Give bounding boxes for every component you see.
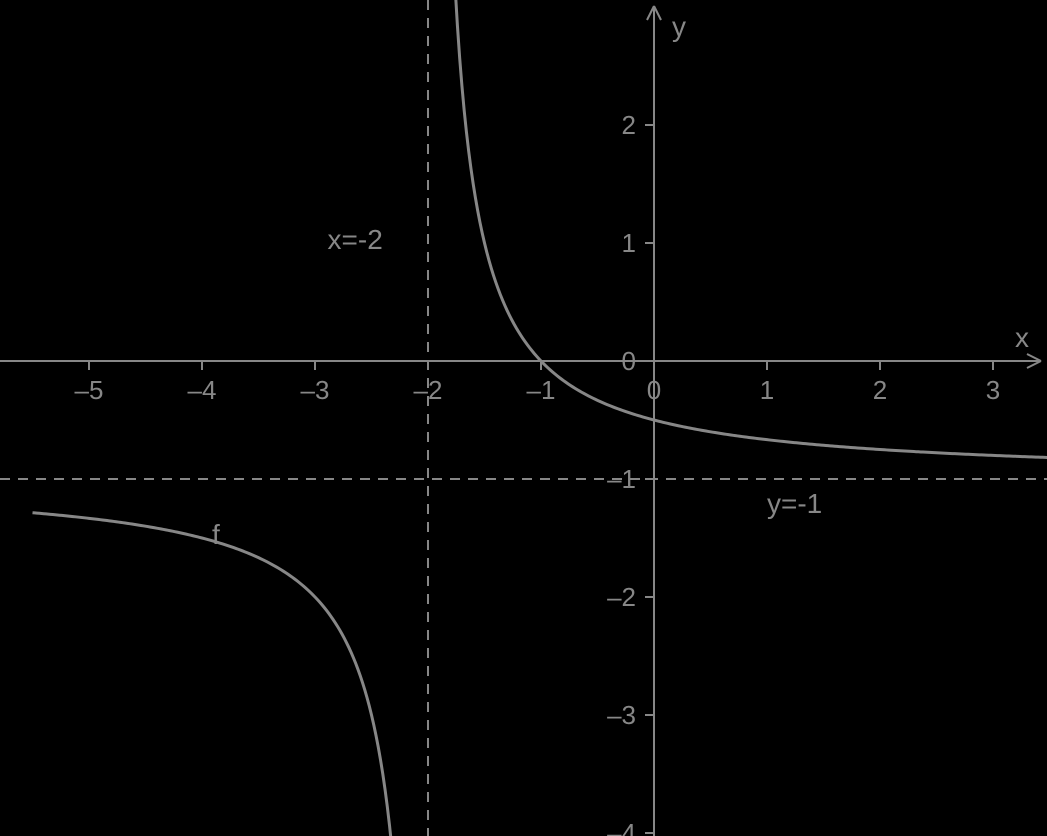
plot-background — [0, 0, 1047, 836]
y-axis-label: y — [672, 11, 686, 42]
x-tick-label: –4 — [188, 375, 217, 405]
curve-label: f — [212, 519, 220, 550]
x-tick-label: –5 — [75, 375, 104, 405]
x-tick-label: –1 — [527, 375, 556, 405]
x-tick-label: 1 — [760, 375, 774, 405]
horizontal-asymptote-label: y=-1 — [767, 488, 822, 519]
y-tick-label: –2 — [607, 582, 636, 612]
y-tick-label: –1 — [607, 464, 636, 494]
x-tick-label: 3 — [986, 375, 1000, 405]
y-tick-label: –4 — [607, 818, 636, 836]
x-tick-label: –3 — [301, 375, 330, 405]
x-tick-label: 0 — [647, 375, 661, 405]
y-tick-label: 1 — [622, 228, 636, 258]
vertical-asymptote-label: x=-2 — [328, 224, 383, 255]
x-axis-label: x — [1015, 322, 1029, 353]
y-tick-label: 2 — [622, 110, 636, 140]
y-tick-label: 0 — [622, 346, 636, 376]
x-tick-label: –2 — [414, 375, 443, 405]
x-tick-label: 2 — [873, 375, 887, 405]
function-plot: –5 –4 –3 –2 –1 0 1 2 3 –4 –3 –2 –1 0 1 2 x y x=-2 y=-1 f — [0, 0, 1047, 836]
y-tick-label: –3 — [607, 700, 636, 730]
